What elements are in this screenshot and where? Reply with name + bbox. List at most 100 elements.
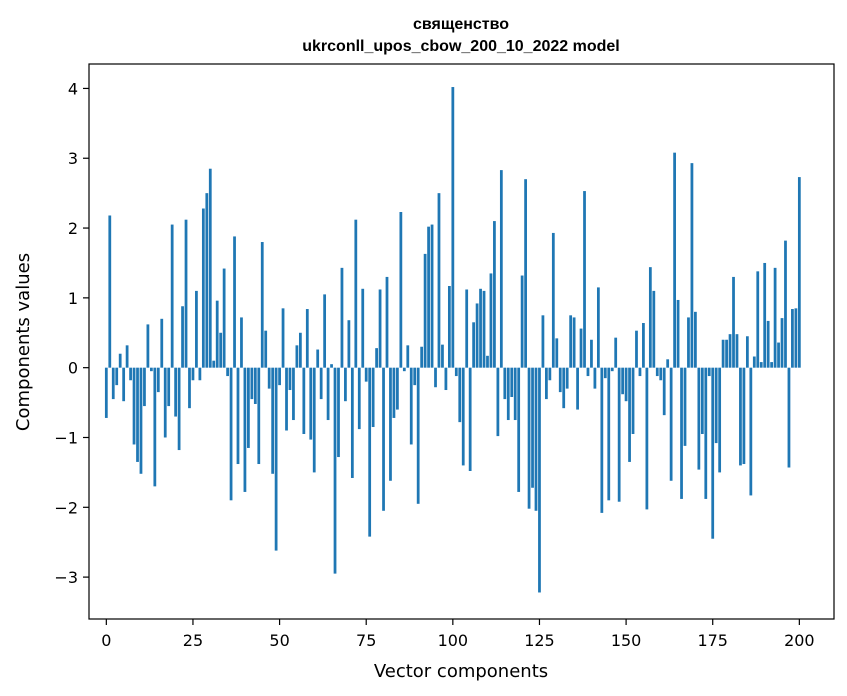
- bar: [413, 367, 417, 386]
- bar: [603, 367, 607, 379]
- bar: [160, 318, 164, 368]
- bar: [787, 367, 791, 468]
- bar: [146, 324, 150, 368]
- bar: [447, 286, 451, 368]
- bar: [766, 320, 770, 368]
- y-tick-label: 1: [68, 289, 78, 308]
- bar: [371, 367, 375, 428]
- bar: [721, 339, 725, 368]
- bar: [791, 309, 794, 368]
- bar: [489, 273, 493, 368]
- bar: [662, 367, 666, 416]
- bar: [295, 345, 299, 368]
- bar: [503, 367, 507, 400]
- bar: [409, 367, 413, 445]
- bar: [735, 334, 739, 368]
- x-tick-label: 150: [611, 631, 642, 650]
- bar: [136, 367, 139, 462]
- bar: [163, 367, 167, 438]
- bar: [215, 300, 219, 368]
- bar: [669, 367, 673, 481]
- bar: [427, 226, 430, 368]
- bar: [700, 367, 704, 434]
- bar: [316, 349, 320, 368]
- bars-group: [104, 87, 801, 593]
- x-tick-label: 0: [101, 631, 111, 650]
- bar: [444, 367, 448, 391]
- bar: [593, 367, 597, 389]
- bar: [652, 290, 656, 368]
- bar: [493, 221, 496, 368]
- bar: [614, 337, 618, 368]
- bar: [170, 224, 174, 368]
- bar: [264, 330, 268, 368]
- bar: [534, 367, 538, 511]
- bar: [531, 367, 534, 488]
- bar: [590, 339, 593, 368]
- bar: [468, 367, 472, 471]
- x-tick-label: 175: [697, 631, 728, 650]
- bar: [326, 367, 330, 421]
- x-tick-label: 75: [356, 631, 376, 650]
- bar: [143, 367, 146, 407]
- y-tick-label: 3: [68, 149, 78, 168]
- bar: [461, 367, 465, 466]
- bar: [344, 367, 347, 402]
- bar: [784, 240, 787, 368]
- bar: [330, 364, 333, 368]
- bar: [260, 242, 264, 368]
- bar: [777, 342, 780, 368]
- bar: [687, 317, 690, 368]
- bar: [638, 367, 642, 377]
- bar: [635, 330, 638, 368]
- bar: [555, 338, 559, 368]
- bar: [451, 87, 455, 368]
- bar: [278, 367, 281, 386]
- bar: [115, 367, 119, 386]
- bar: [430, 224, 434, 368]
- bar: [253, 367, 257, 404]
- bar: [416, 367, 420, 504]
- bar: [361, 288, 365, 368]
- bar: [707, 367, 711, 377]
- bar: [499, 170, 503, 368]
- bar: [274, 367, 278, 551]
- bar: [382, 367, 385, 511]
- bar: [247, 367, 250, 448]
- bar: [257, 367, 261, 465]
- y-tick-label: 2: [68, 219, 78, 238]
- bar: [350, 367, 354, 478]
- bar: [562, 367, 566, 409]
- bar: [156, 367, 160, 393]
- y-tick-label: 0: [68, 359, 78, 378]
- bar: [340, 267, 344, 368]
- bar: [122, 367, 126, 402]
- bar: [579, 328, 583, 368]
- chart-subtitle: ukrconll_upos_cbow_200_10_2022 model: [302, 38, 619, 55]
- bar: [240, 317, 243, 368]
- bar: [780, 318, 784, 368]
- bar: [718, 367, 722, 473]
- bar: [545, 367, 548, 400]
- bar: [104, 367, 108, 418]
- bar: [243, 367, 247, 492]
- bar: [441, 344, 444, 368]
- bar: [673, 152, 676, 368]
- bar: [302, 367, 306, 434]
- bar: [624, 367, 628, 402]
- x-tick-label: 100: [438, 631, 469, 650]
- bar: [527, 367, 531, 509]
- y-tick-label: 4: [68, 79, 78, 98]
- bar: [357, 367, 361, 430]
- bar: [621, 367, 625, 395]
- bar: [396, 367, 399, 410]
- bar: [364, 367, 368, 382]
- bar: [406, 345, 410, 368]
- bar: [680, 367, 683, 499]
- bar: [749, 367, 753, 496]
- bar: [389, 367, 392, 481]
- bar: [458, 367, 462, 423]
- bar: [648, 267, 652, 368]
- y-tick-label: −2: [54, 498, 78, 517]
- bar: [770, 362, 774, 368]
